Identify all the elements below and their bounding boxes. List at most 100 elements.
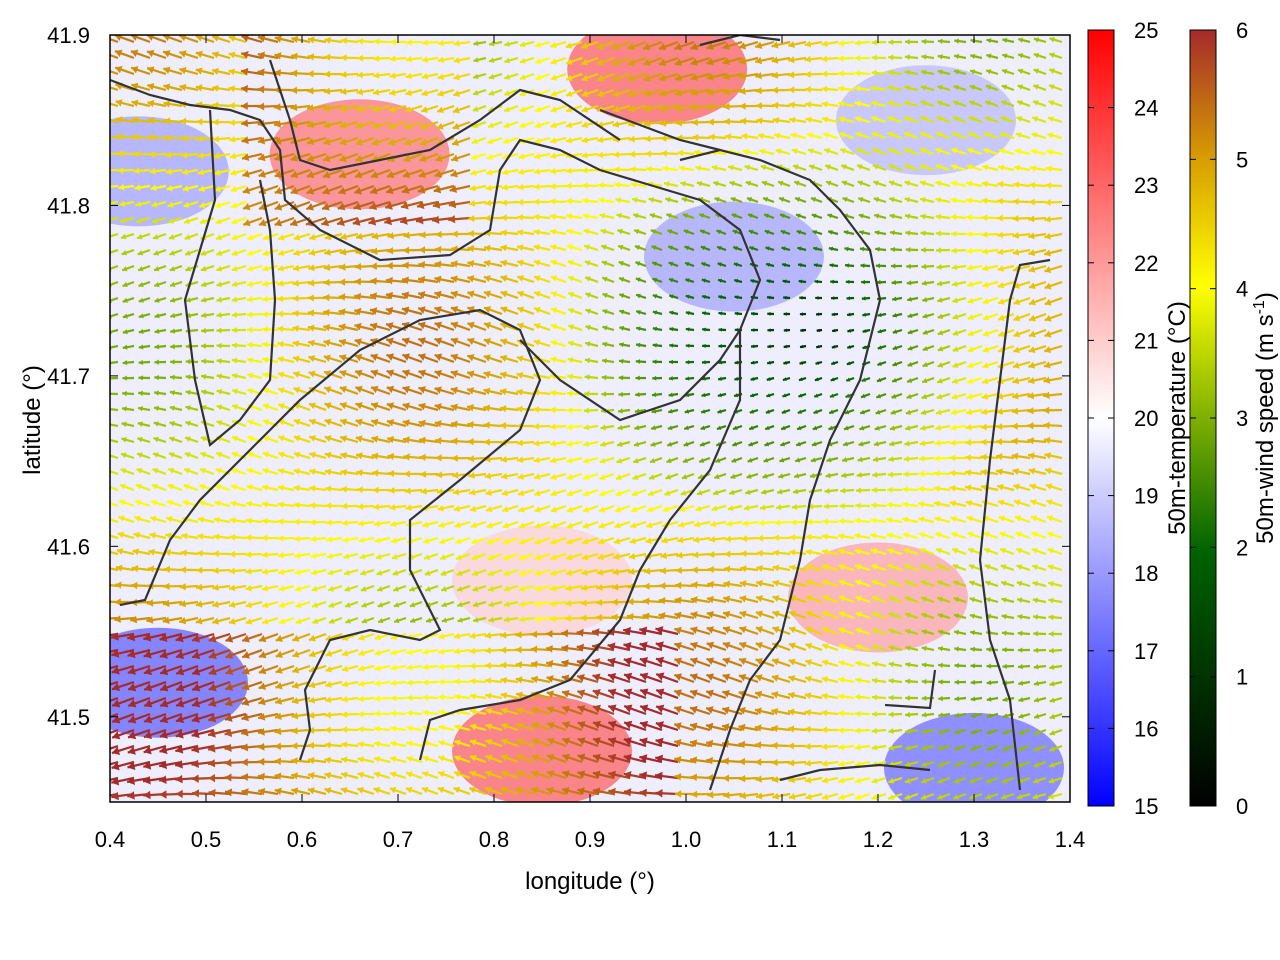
wind-arrow-head: [196, 566, 203, 574]
wind-arrow-head: [767, 311, 771, 316]
wind-arrow-head: [788, 86, 795, 94]
wind-arrow-head: [706, 595, 714, 604]
wind-arrow-head: [341, 502, 348, 510]
wind-arrow-head: [1033, 680, 1039, 687]
wind-arrow-head: [1029, 483, 1037, 491]
wind-arrow-head: [779, 457, 785, 463]
wind-arrow-head: [231, 234, 238, 241]
wind-arrow-head: [488, 601, 495, 608]
wind-arrow-head: [485, 199, 492, 207]
wind-arrow-head: [951, 230, 957, 237]
wind-arrow-head: [750, 376, 755, 381]
wind-arrow-head: [755, 626, 764, 634]
wind-arrow-head: [966, 180, 973, 188]
wind-arrow-head: [356, 121, 364, 129]
wind-arrow-head: [903, 471, 909, 478]
wind-arrow-head: [981, 484, 988, 491]
wind-arrow-head: [467, 306, 475, 314]
wind-arrow-head: [153, 234, 159, 240]
wind-arrow-head: [258, 153, 266, 162]
wind-arrow-head: [340, 88, 347, 96]
wind-arrow-head: [888, 595, 895, 602]
wind-arrow-head: [198, 500, 205, 507]
wind-arrow-head: [739, 626, 747, 634]
wind-arrow-head: [936, 264, 942, 270]
wind-arrow-head: [163, 565, 171, 573]
wind-arrow-head: [1033, 68, 1040, 74]
wind-arrow-head: [759, 504, 766, 511]
wind-arrow-head: [371, 452, 379, 460]
wind-arrow-head: [355, 418, 363, 426]
wind-arrow-head: [501, 199, 508, 207]
wind-arrow-head: [386, 247, 394, 255]
wind-arrow-head: [685, 261, 690, 267]
wind-arrow-head: [723, 580, 731, 588]
wind-arrow-head: [242, 634, 250, 643]
wind-arrow-head: [358, 680, 365, 687]
wind-arrow-head: [996, 423, 1003, 431]
wind-arrow-head: [163, 66, 171, 74]
wind-arrow-head: [504, 41, 510, 47]
wind-arrow-head: [515, 646, 522, 654]
wind-arrow-head: [148, 133, 155, 141]
wind-arrow-head: [519, 538, 526, 545]
wind-arrow-head: [449, 185, 458, 194]
wind-arrow-head: [952, 313, 959, 320]
wind-arrow-head: [127, 666, 136, 675]
wind-arrow-head: [733, 246, 738, 251]
wind-arrow-head: [981, 248, 988, 255]
wind-arrow-head: [403, 436, 410, 444]
wind-arrow-head: [813, 409, 818, 414]
wind-arrow-head: [516, 405, 523, 413]
wind-arrow-head: [741, 133, 748, 140]
wind-arrow-head: [920, 580, 927, 586]
wind-arrow-head: [904, 116, 910, 122]
wind-arrow-head: [596, 42, 604, 50]
wind-arrow-head: [970, 69, 976, 75]
wind-arrow-head: [323, 138, 331, 146]
wind-arrow-head: [262, 341, 269, 348]
wind-arrow-head: [674, 73, 683, 82]
wind-arrow-head: [816, 328, 820, 333]
wind-arrow-head: [179, 35, 187, 42]
wind-arrow-head: [322, 202, 330, 211]
wind-arrow-head: [438, 678, 444, 686]
wind-arrow-head: [216, 265, 223, 272]
wind-arrow-head: [668, 408, 673, 414]
wind-arrow-head: [342, 519, 348, 527]
wind-arrow-head: [500, 455, 507, 463]
wind-arrow-head: [701, 392, 706, 398]
wind-arrow-head: [453, 106, 460, 114]
wind-arrow-head: [675, 89, 682, 97]
wind-arrow-head: [309, 451, 316, 459]
wind-arrow-head: [389, 503, 396, 511]
wind-arrow-head: [503, 601, 510, 608]
wind-arrow-head: [1017, 68, 1024, 75]
wind-arrow-head: [101, 133, 107, 140]
wind-arrow-head: [122, 390, 127, 397]
wind-arrow-head: [167, 483, 174, 490]
wind-arrow-head: [418, 246, 426, 254]
wind-arrow-head: [146, 616, 154, 624]
wind-arrow-head: [341, 680, 348, 688]
wind-arrow-head: [619, 309, 625, 315]
wind-arrow-head: [646, 165, 652, 173]
wind-arrow-head: [612, 105, 620, 113]
wind-arrow-head: [370, 385, 379, 394]
wind-arrow-head: [339, 369, 347, 378]
wind-arrow-head: [699, 213, 705, 219]
wind-arrow-head: [434, 170, 443, 178]
wind-arrow-head: [402, 261, 409, 270]
wind-arrow-head: [517, 456, 524, 464]
wind-arrow-head: [568, 340, 574, 347]
wind-arrow-head: [182, 499, 190, 507]
wind-arrow-head: [372, 138, 380, 146]
wind-arrow-head: [845, 393, 850, 398]
wind-arrow-head: [515, 631, 522, 639]
wind-arrow-head: [515, 676, 523, 684]
wind-arrow-head: [740, 550, 747, 558]
wind-arrow-head: [196, 118, 203, 126]
wind-arrow-head: [1047, 132, 1054, 139]
wind-arrow-head: [611, 598, 618, 606]
wind-arrow-head: [467, 260, 475, 268]
